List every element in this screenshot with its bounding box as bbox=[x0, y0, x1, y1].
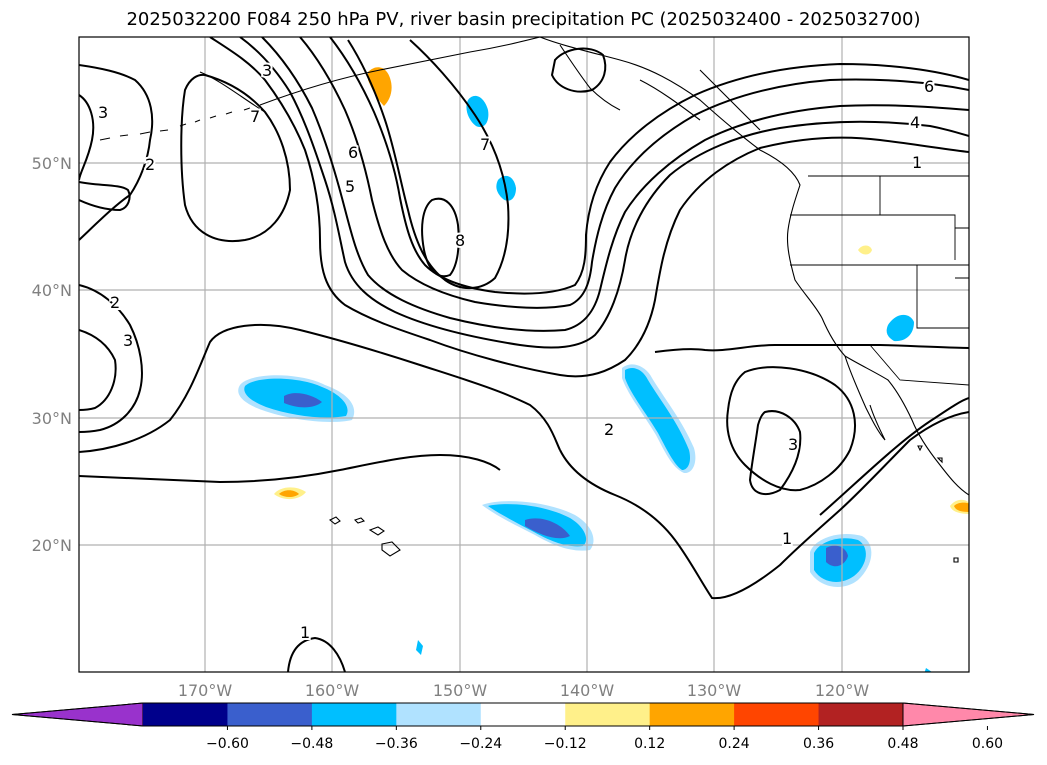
pv-contour bbox=[79, 284, 143, 433]
pv-contour bbox=[819, 397, 969, 516]
colorbar-segment bbox=[649, 703, 735, 726]
lon-label: 130°W bbox=[687, 681, 742, 700]
contour-label: 1 bbox=[782, 529, 792, 548]
pv-contour bbox=[347, 39, 510, 289]
colorbar-tick-label: −0.36 bbox=[375, 736, 418, 752]
map-frame bbox=[78, 36, 970, 673]
pv-contour bbox=[239, 37, 969, 349]
pv-contour bbox=[261, 37, 969, 332]
lon-label: 120°W bbox=[815, 681, 870, 700]
colorbar-segment bbox=[480, 703, 566, 726]
colorbar-tick-label: 0.36 bbox=[803, 736, 834, 752]
pv-contour bbox=[559, 411, 969, 600]
pv-contour bbox=[726, 366, 856, 492]
lat-label: 40°N bbox=[32, 281, 72, 300]
contour-label: 5 bbox=[345, 177, 355, 196]
contour-label: 1 bbox=[912, 153, 922, 172]
lon-label: 160°W bbox=[305, 681, 360, 700]
pv-contour bbox=[329, 37, 969, 295]
lon-label: 170°W bbox=[178, 681, 233, 700]
contour-label: 3 bbox=[262, 61, 272, 80]
lat-label: 50°N bbox=[32, 154, 72, 173]
pv-contour bbox=[79, 181, 131, 212]
graticule bbox=[79, 37, 969, 672]
colorbar-tick-label: −0.48 bbox=[290, 736, 333, 752]
contour-label: 3 bbox=[123, 331, 133, 350]
pv-contour bbox=[287, 636, 346, 672]
map-title: 2025032200 F084 250 hPa PV, river basin … bbox=[126, 9, 921, 30]
colorbar-extend-high bbox=[902, 702, 1035, 727]
contour-labels: 3 3 7 6 5 2 7 8 2 3 2 3 1 6 4 1 1 bbox=[96, 59, 936, 644]
colorbar-segment bbox=[734, 703, 820, 726]
lat-label: 20°N bbox=[32, 536, 72, 555]
colorbar-tick-label: 0.12 bbox=[634, 736, 665, 752]
contour-label: 3 bbox=[788, 435, 798, 454]
colorbar: −0.60 −0.48 −0.36 −0.24 −0.12 0.12 0.24 0.36 0.4… bbox=[11, 702, 1035, 752]
colorbar-segment bbox=[227, 703, 313, 726]
political-borders bbox=[790, 175, 969, 386]
pv-contour bbox=[748, 410, 802, 496]
colorbar-tick-label: −0.24 bbox=[459, 736, 502, 752]
pv-contour bbox=[209, 37, 969, 378]
contour-label: 4 bbox=[910, 113, 920, 132]
lat-label: 30°N bbox=[32, 409, 72, 428]
colorbar-tick-label: 0.48 bbox=[887, 736, 918, 752]
colorbar-segment bbox=[565, 703, 651, 726]
colorbar-segment bbox=[818, 703, 904, 726]
pv-contour bbox=[299, 37, 969, 309]
colorbar-segment bbox=[396, 703, 482, 726]
contour-label: 2 bbox=[145, 155, 155, 174]
colorbar-segment bbox=[143, 703, 228, 726]
pv-contour bbox=[79, 453, 501, 484]
latitude-labels: 50°N 40°N 30°N 20°N bbox=[32, 154, 72, 555]
pv-contour bbox=[79, 94, 95, 181]
pv-contours bbox=[79, 37, 969, 672]
colorbar-segment bbox=[311, 703, 397, 726]
contour-label: 6 bbox=[348, 143, 358, 162]
contour-label: 3 bbox=[98, 103, 108, 122]
colorbar-tick-label: 0.24 bbox=[719, 736, 750, 752]
colorbar-extend-low bbox=[11, 702, 144, 727]
pv-contour bbox=[654, 343, 969, 353]
contour-label: 8 bbox=[455, 231, 465, 250]
pv-contour bbox=[79, 323, 561, 453]
contour-label: 2 bbox=[604, 420, 614, 439]
contour-label: 1 bbox=[300, 623, 310, 642]
map-plot-area: 3 3 7 6 5 2 7 8 2 3 2 3 1 6 4 1 1 bbox=[79, 37, 969, 672]
contour-label: 7 bbox=[480, 135, 490, 154]
lon-label: 140°W bbox=[560, 681, 615, 700]
colorbar-frame bbox=[11, 702, 1035, 727]
contour-label: 6 bbox=[924, 77, 934, 96]
pv-contour bbox=[79, 329, 117, 411]
lon-label: 150°W bbox=[433, 681, 488, 700]
colorbar-tick-label: −0.60 bbox=[206, 736, 249, 752]
colorbar-tick-label: −0.12 bbox=[544, 736, 587, 752]
precip-region-positive bbox=[368, 67, 392, 106]
pv-contour bbox=[79, 64, 154, 241]
pv-contour bbox=[180, 73, 292, 242]
contour-label: 7 bbox=[250, 107, 260, 126]
pv-contour bbox=[550, 47, 607, 93]
colorbar-tick-label: 0.60 bbox=[972, 736, 1003, 752]
precip-shading bbox=[238, 67, 969, 672]
pv-contour bbox=[421, 197, 460, 278]
contour-label: 2 bbox=[110, 293, 120, 312]
longitude-labels: 170°W 160°W 150°W 140°W 130°W 120°W bbox=[178, 681, 870, 700]
